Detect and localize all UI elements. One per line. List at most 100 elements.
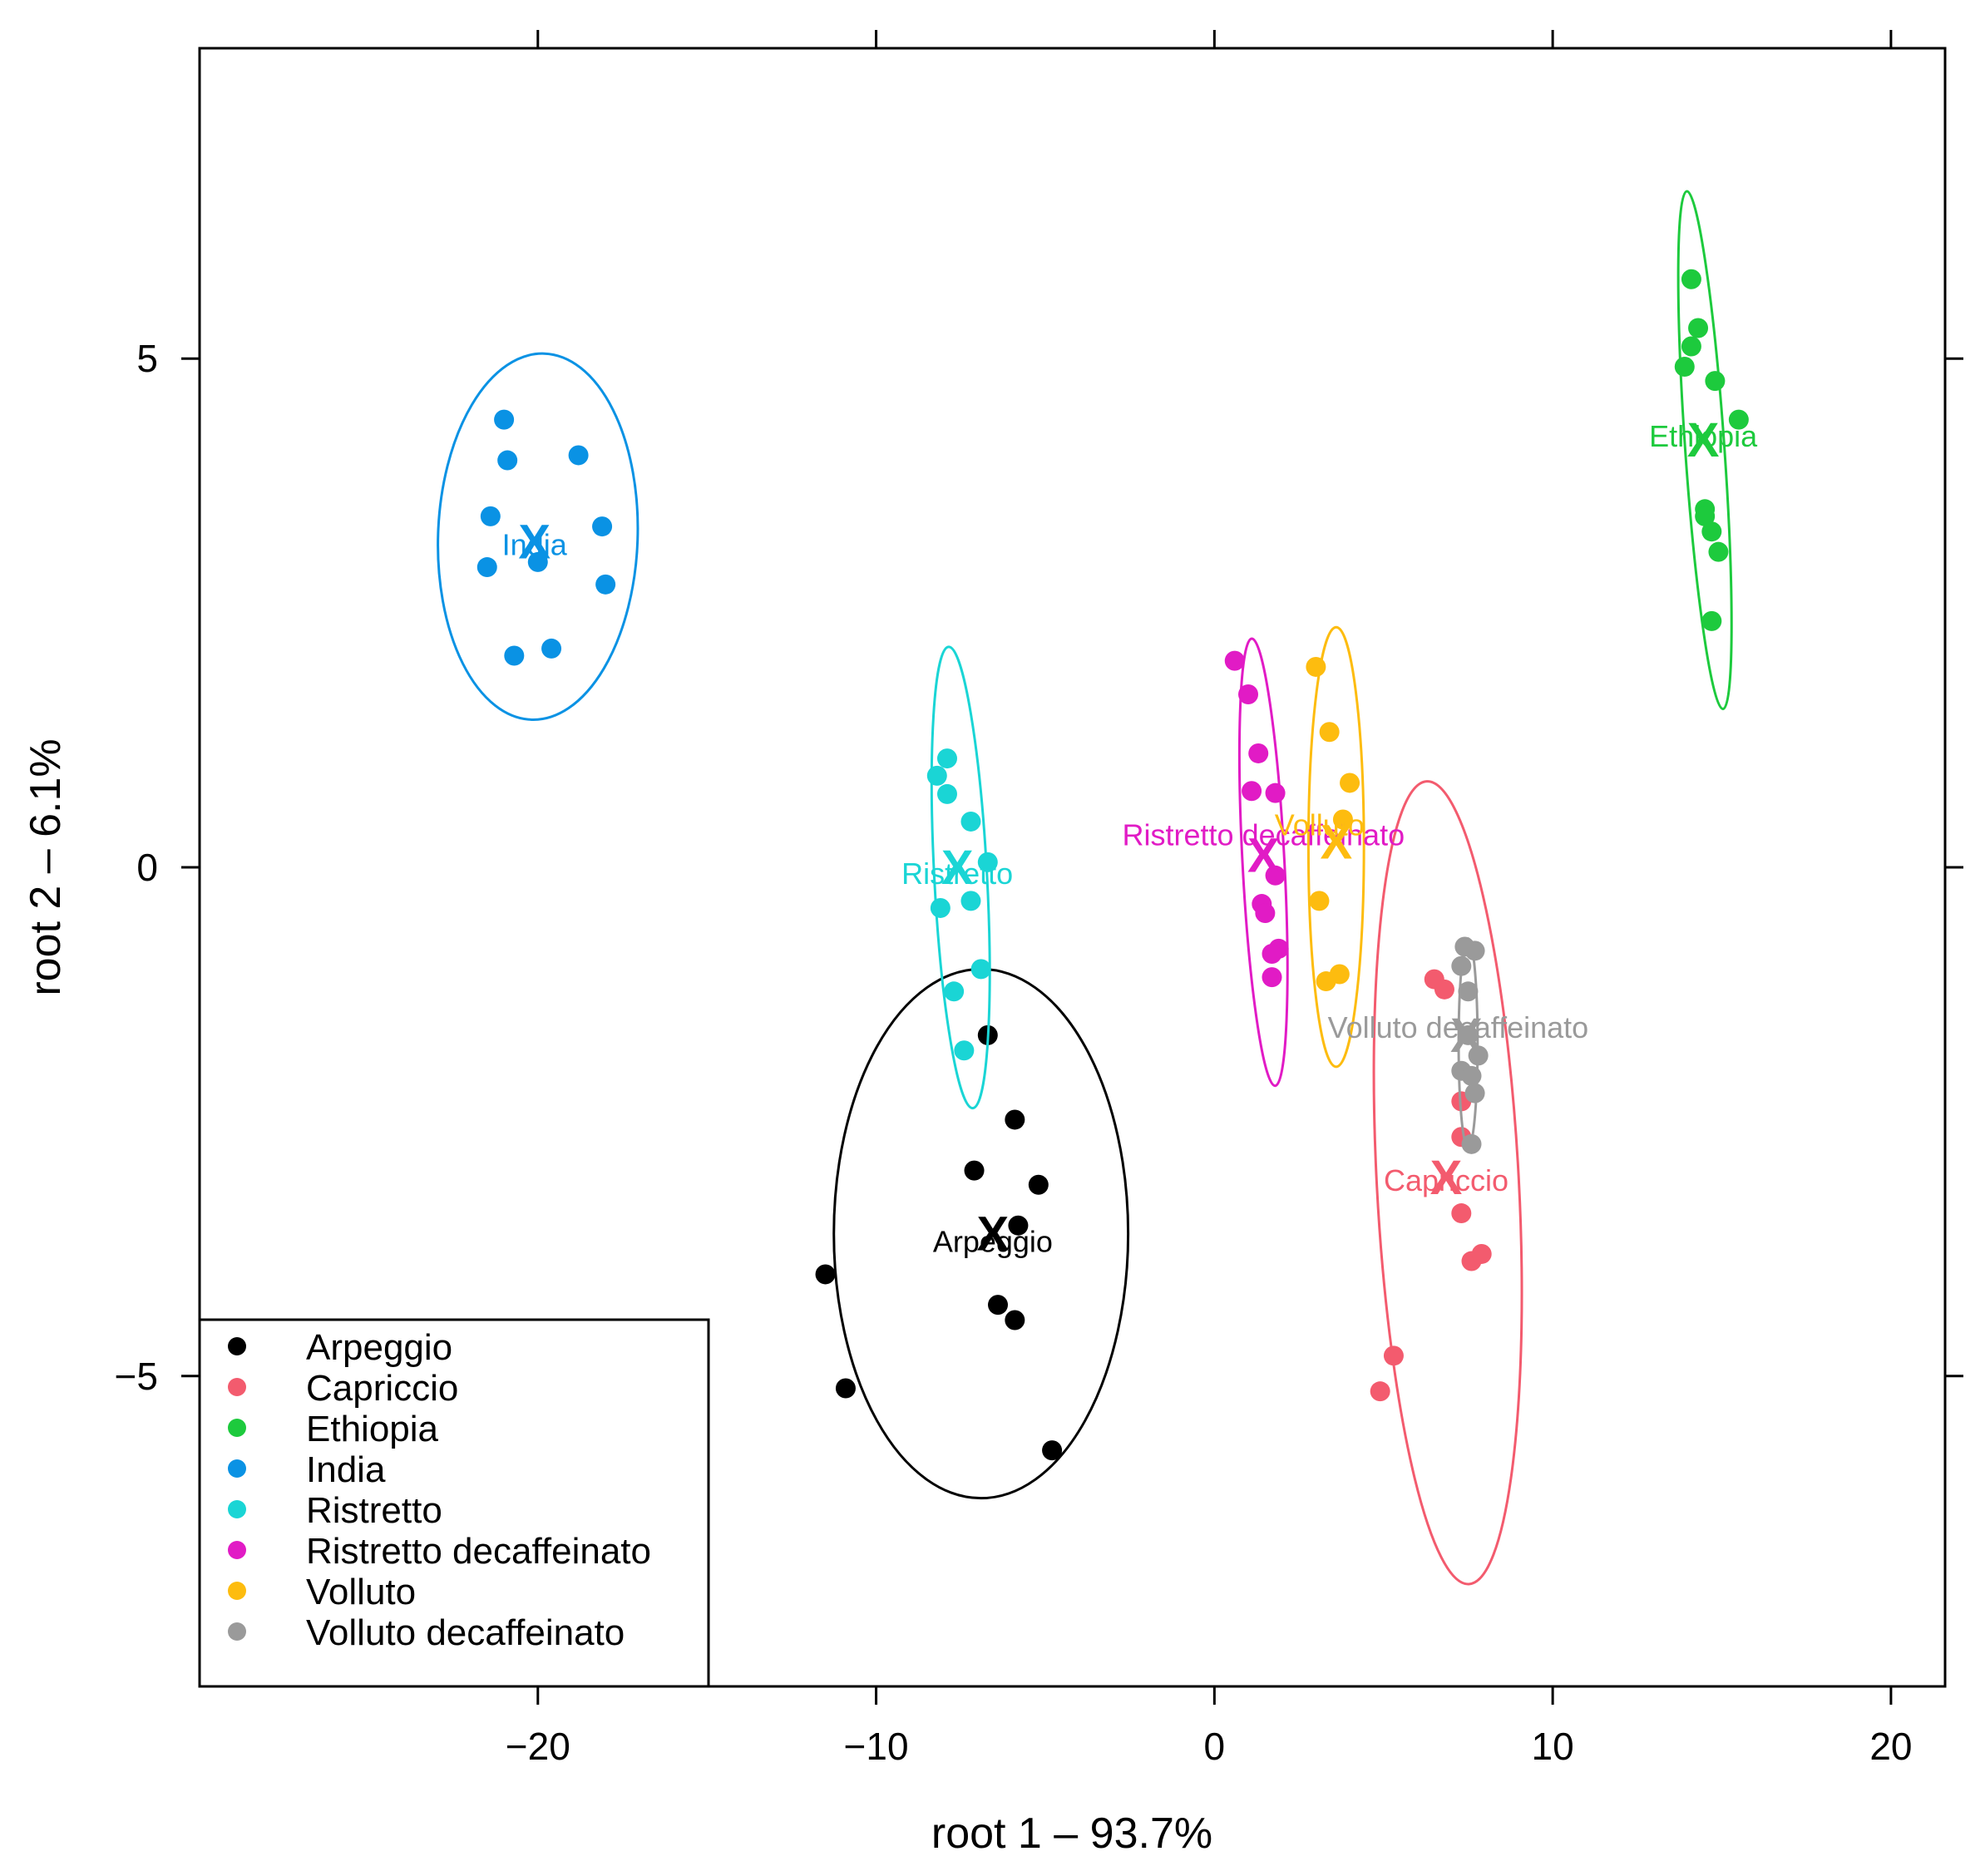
centroid-ristretto: X: [941, 841, 974, 895]
point-india: [494, 409, 515, 430]
point-ristretto: [936, 783, 957, 804]
legend-box: [198, 1318, 710, 1688]
point-ethiopia: [1728, 409, 1749, 430]
point-volluto-decaffeinato: [1458, 981, 1479, 1002]
point-volluto-decaffeinato: [1464, 940, 1485, 961]
point-india: [504, 645, 525, 666]
point-volluto: [1332, 809, 1353, 830]
x-tick-label: −10: [844, 1725, 909, 1768]
legend-marker-ristretto-decaffeinato: [228, 1541, 246, 1559]
point-volluto-decaffeinato: [1461, 1133, 1482, 1154]
series-ethiopia: [1674, 190, 1749, 711]
point-arpeggio: [964, 1160, 985, 1181]
point-volluto-decaffeinato: [1468, 1045, 1489, 1066]
legend-label-ristretto: Ristretto: [306, 1490, 442, 1531]
centroid-ethiopia: X: [1687, 413, 1720, 467]
point-ristretto-decaffeinato: [1265, 865, 1286, 886]
point-arpeggio: [1005, 1109, 1025, 1130]
group-label-arpeggio: Arpeggio: [933, 1224, 1053, 1258]
centroid-capriccio: X: [1430, 1151, 1463, 1205]
legend: ArpeggioCapriccioEthiopiaIndiaRistrettoR…: [198, 1318, 710, 1688]
point-volluto-decaffeinato: [1461, 1065, 1482, 1086]
legend-label-volluto-decaffeinato: Volluto decaffeinato: [306, 1612, 625, 1653]
point-ristretto-decaffeinato: [1242, 781, 1262, 802]
point-india: [497, 450, 518, 471]
legend-marker-volluto-decaffeinato: [228, 1622, 246, 1641]
point-ethiopia: [1681, 269, 1701, 289]
point-arpeggio: [1028, 1174, 1049, 1195]
point-ristretto-decaffeinato: [1238, 684, 1259, 704]
point-india: [476, 557, 497, 578]
legend-label-ethiopia: Ethiopia: [306, 1409, 439, 1449]
legend-marker-ristretto: [228, 1500, 246, 1518]
legend-label-arpeggio: Arpeggio: [306, 1327, 452, 1368]
series-ristretto: [926, 645, 998, 1110]
point-india: [541, 638, 562, 659]
series-india: [437, 352, 639, 721]
y-tick-label: −5: [115, 1355, 158, 1398]
ellipse-ethiopia: [1676, 190, 1733, 711]
legend-marker-capriccio: [228, 1378, 246, 1396]
point-ethiopia: [1674, 356, 1695, 377]
point-capriccio: [1434, 979, 1454, 1000]
centroid-volluto-decaffeinato: X: [1450, 1009, 1483, 1063]
point-ristretto: [954, 1040, 975, 1061]
point-ethiopia: [1705, 371, 1726, 392]
centroid-arpeggio: X: [977, 1207, 1010, 1261]
point-capriccio: [1383, 1345, 1404, 1366]
point-ristretto-decaffeinato: [1262, 967, 1282, 988]
point-india: [480, 506, 501, 526]
group-label-capriccio: Capriccio: [1384, 1163, 1509, 1197]
y-tick-label: 5: [136, 337, 158, 380]
point-volluto: [1319, 722, 1340, 743]
point-india: [527, 551, 548, 572]
ellipse-capriccio: [1372, 780, 1523, 1586]
point-ethiopia: [1701, 521, 1722, 542]
centroid-ristretto-decaffeinato: X: [1247, 828, 1280, 882]
point-ristretto-decaffeinato: [1262, 944, 1282, 965]
legend-marker-ethiopia: [228, 1419, 246, 1437]
point-ristretto: [930, 897, 951, 918]
point-ristretto-decaffeinato: [1248, 743, 1269, 763]
point-arpeggio: [835, 1378, 856, 1399]
legend-marker-volluto: [228, 1582, 246, 1600]
point-ethiopia: [1688, 318, 1709, 338]
point-ristretto: [936, 748, 957, 769]
group-labels: XArpeggioXCapriccioXEthiopiaXIndiaXRistr…: [502, 413, 1758, 1261]
point-ristretto: [944, 981, 965, 1002]
point-ristretto: [977, 852, 998, 872]
x-axis-title: root 1 – 93.7%: [931, 1809, 1212, 1858]
point-india: [595, 574, 616, 595]
point-capriccio: [1451, 1203, 1472, 1224]
group-label-india: India: [502, 527, 568, 561]
point-volluto: [1340, 773, 1360, 793]
legend-marker-india: [228, 1459, 246, 1478]
centroid-india: X: [518, 515, 551, 569]
point-ristretto-decaffeinato: [1265, 782, 1286, 803]
ellipse-volluto: [1306, 625, 1365, 1069]
series-volluto: [1306, 625, 1365, 1069]
series-arpeggio: [815, 967, 1130, 1500]
point-ethiopia: [1708, 541, 1729, 562]
group-label-ristretto-decaffeinato: Ristretto decaffeinato: [1123, 817, 1405, 852]
point-india: [568, 445, 589, 466]
series-ristretto-decaffeinato: [1224, 637, 1289, 1088]
point-arpeggio: [988, 1295, 1009, 1316]
point-volluto-decaffeinato: [1451, 955, 1472, 976]
point-capriccio: [1471, 1243, 1492, 1264]
point-ristretto: [970, 959, 991, 980]
marks-layer: [437, 190, 1749, 1586]
point-ristretto: [960, 891, 981, 911]
point-ethiopia: [1701, 610, 1722, 631]
group-label-ethiopia: Ethiopia: [1649, 419, 1758, 453]
group-label-volluto-decaffeinato: Volluto decaffeinato: [1328, 1010, 1589, 1044]
group-label-ristretto: Ristretto: [901, 857, 1013, 891]
y-tick-label: 0: [136, 846, 158, 889]
point-volluto-decaffeinato: [1458, 1024, 1479, 1045]
point-volluto: [1316, 971, 1336, 992]
group-label-volluto: Volluto: [1275, 807, 1365, 842]
point-volluto-decaffeinato: [1464, 1083, 1485, 1103]
x-tick-label: 20: [1869, 1725, 1912, 1768]
point-capriccio: [1370, 1381, 1390, 1402]
